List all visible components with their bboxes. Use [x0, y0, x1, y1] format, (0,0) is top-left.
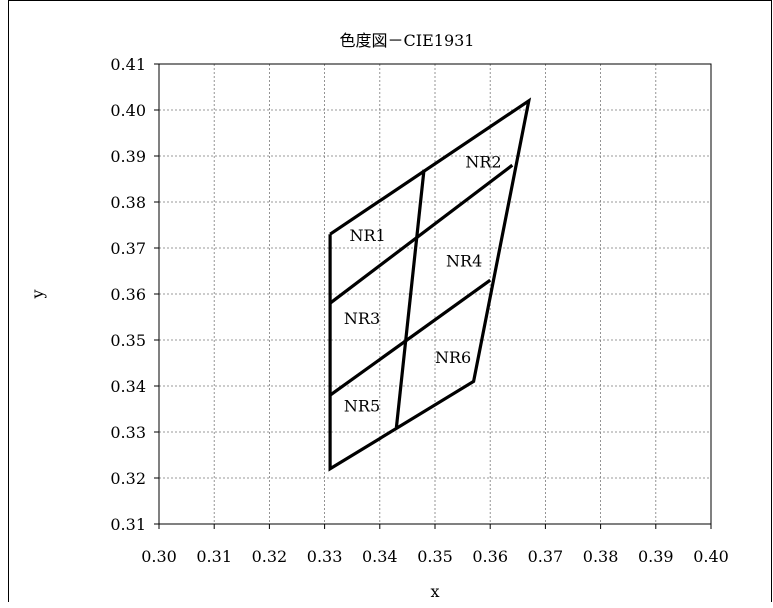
region-label-nr3: NR3	[344, 309, 380, 328]
chart-frame: 色度図－CIE1931 0.30 0.31 0.32 0.33 0.34 0.35 0.36…	[8, 0, 772, 602]
series-line-3	[329, 278, 492, 397]
x-tick-label: 0.33	[307, 547, 343, 566]
x-tick-label: 0.37	[528, 547, 564, 566]
y-tick-label: 0.38	[110, 193, 146, 212]
y-tick-label: 0.35	[110, 331, 146, 350]
y-tick-label: 0.31	[110, 515, 146, 534]
region-label-nr5: NR5	[344, 396, 380, 415]
region-label-nr6: NR6	[435, 348, 471, 367]
chart-svg: 色度図－CIE1931 0.30 0.31 0.32 0.33 0.34 0.35 0.36…	[28, 31, 729, 601]
series-line-4	[394, 169, 426, 428]
y-tick-label: 0.33	[110, 423, 146, 442]
x-tick-label: 0.39	[638, 547, 674, 566]
region-label-nr1: NR1	[349, 226, 385, 245]
x-tick-label: 0.31	[196, 547, 232, 566]
y-tick-label: 0.40	[110, 101, 146, 120]
chart-title: 色度図－CIE1931	[340, 31, 475, 50]
y-tick-label: 0.41	[110, 55, 146, 74]
x-tick-label: 0.36	[472, 547, 508, 566]
y-tick-label: 0.37	[110, 239, 146, 258]
x-tick-label: 0.34	[362, 547, 398, 566]
x-tick-label: 0.35	[417, 547, 453, 566]
y-tick-labels: 0.41 0.40 0.39 0.38 0.37 0.36 0.35 0.34 0.33 0.32…	[110, 55, 146, 534]
x-tick-label: 0.30	[141, 547, 177, 566]
x-tick-label: 0.32	[252, 547, 288, 566]
axis-ticks	[154, 63, 712, 529]
region-label-nr2: NR2	[465, 153, 501, 172]
annotations: NR1 NR2 NR3 NR4 NR5 NR6	[344, 153, 502, 416]
y-tick-label: 0.39	[110, 147, 146, 166]
x-axis-label: x	[430, 582, 439, 601]
y-tick-label: 0.34	[110, 377, 146, 396]
x-tick-label: 0.38	[583, 547, 619, 566]
region-label-nr4: NR4	[446, 251, 482, 270]
y-tick-label: 0.36	[110, 285, 146, 304]
y-axis-label: y	[28, 289, 47, 299]
x-tick-label: 0.40	[693, 547, 729, 566]
x-tick-labels: 0.30 0.31 0.32 0.33 0.34 0.35 0.36 0.37 0.38 0.39…	[141, 547, 729, 566]
series-line-2	[329, 163, 514, 305]
series-line-1	[328, 97, 532, 472]
series-group	[328, 97, 532, 472]
y-tick-label: 0.32	[110, 469, 146, 488]
grid	[159, 64, 711, 524]
